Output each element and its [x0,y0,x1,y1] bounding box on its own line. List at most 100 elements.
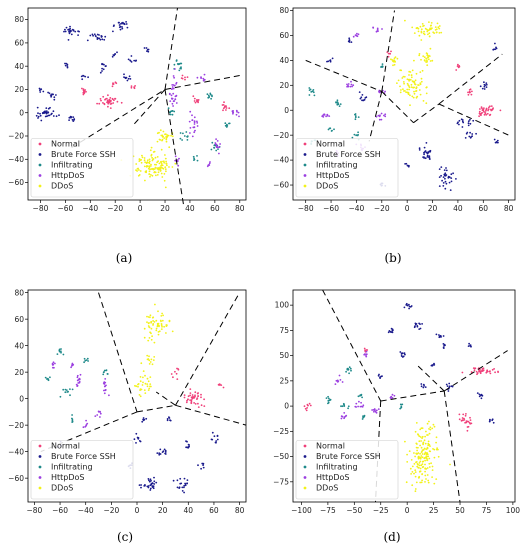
point-brute-force-ssh [185,446,188,449]
y-tick-label: −60 [8,178,24,187]
point-ddos [161,134,164,137]
point-ddos [156,156,159,158]
point-httpdos [380,118,383,121]
point-infiltrating [363,415,366,418]
point-ddos [165,138,168,141]
point-brute-force-ssh [216,438,219,441]
point-ddos [135,163,138,165]
point-normal [112,83,115,85]
point-ddos [415,86,418,89]
point-ddos [161,325,163,328]
point-ddos [139,395,142,398]
legend-marker-normal [38,142,42,146]
point-infiltrating [196,155,198,157]
point-brute-force-ssh [164,452,167,455]
point-httpdos [361,405,364,408]
legend-marker-brute-force-ssh [303,153,307,156]
point-normal [307,404,309,407]
point-brute-force-ssh [140,484,143,486]
legend-label-normal: Normal [51,140,80,149]
point-ddos [147,380,150,383]
point-ddos [168,146,171,149]
point-httpdos [76,376,79,379]
point-brute-force-ssh [77,34,79,36]
point-ddos [140,388,143,391]
point-httpdos [218,152,220,155]
point-normal [114,97,116,100]
point-ddos [407,84,410,87]
point-ddos [141,156,144,159]
point-brute-force-ssh [141,420,144,423]
point-ddos [432,31,435,34]
point-normal [189,388,192,390]
point-normal [491,109,494,111]
decision-boundary [164,7,178,90]
point-ddos [422,55,425,58]
point-brute-force-ssh [55,94,57,96]
point-normal [225,109,227,111]
y-tick-label: 0 [19,394,24,403]
decision-boundary [322,289,382,402]
point-brute-force-ssh [391,331,394,334]
point-brute-force-ssh [470,345,472,348]
point-infiltrating [327,395,329,398]
point-brute-force-ssh [133,59,136,62]
point-infiltrating [213,146,215,149]
point-ddos [431,27,433,30]
point-ddos [150,338,153,341]
point-normal [218,384,221,386]
point-httpdos [175,102,178,104]
point-ddos [400,89,402,91]
point-ddos [415,422,418,424]
point-httpdos [188,120,191,123]
point-brute-force-ssh [438,334,440,336]
point-httpdos [374,410,377,413]
point-ddos [151,168,153,170]
point-ddos [396,82,398,84]
point-ddos [146,315,148,318]
point-normal [468,91,471,94]
point-ddos [433,425,436,428]
point-httpdos [82,426,85,429]
point-infiltrating [224,122,227,125]
point-ddos [410,473,412,475]
point-brute-force-ssh [467,345,470,347]
point-brute-force-ssh [66,66,69,69]
point-brute-force-ssh [423,153,425,156]
point-ddos [171,135,174,138]
point-ddos [149,314,152,317]
point-brute-force-ssh [64,64,67,67]
point-ddos [423,30,425,33]
point-brute-force-ssh [213,435,216,438]
point-infiltrating [65,389,68,391]
point-ddos [160,323,163,325]
point-infiltrating [357,116,360,118]
point-infiltrating [167,107,170,110]
point-httpdos [173,100,176,102]
point-ddos [152,158,154,161]
point-ddos [155,319,158,322]
point-ddos [418,89,421,91]
point-httpdos [339,379,342,381]
point-infiltrating [69,394,71,397]
point-infiltrating [64,391,67,394]
point-ddos [429,450,432,453]
point-brute-force-ssh [442,176,445,179]
point-infiltrating [310,90,313,93]
point-normal [365,349,368,351]
point-brute-force-ssh [423,151,425,154]
point-ddos [427,56,430,59]
point-ddos [156,322,159,325]
point-httpdos [238,115,240,118]
point-ddos [148,359,151,362]
point-brute-force-ssh [158,453,161,456]
point-brute-force-ssh [484,84,487,86]
point-brute-force-ssh [452,172,454,175]
point-infiltrating [193,159,195,162]
point-ddos [142,376,144,379]
point-ddos [399,69,402,72]
point-brute-force-ssh [151,485,154,487]
point-ddos [411,465,414,468]
point-ddos [409,94,411,97]
point-httpdos [171,86,174,88]
